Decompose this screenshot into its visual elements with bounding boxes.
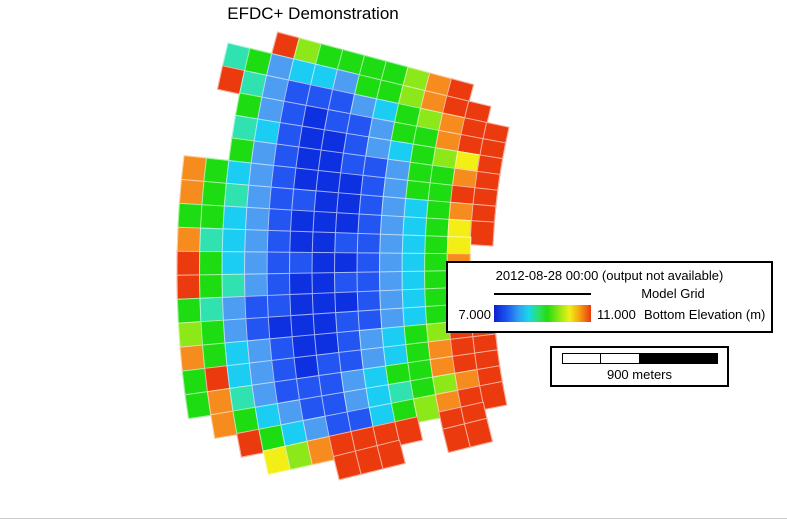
bottom-divider [0,518,787,519]
grid-cell [176,226,202,253]
scalebar-segment-white-2 [601,353,640,364]
grid-cell [199,273,224,300]
grid-cell [176,297,202,324]
model-grid-label: Model Grid [641,286,705,301]
scalebar-label: 900 meters [606,367,673,382]
plot-title: EFDC+ Demonstration [227,4,399,23]
colorbar-max-label: 11.000 [597,307,636,322]
colorbar-gradient [494,305,591,322]
grid-cell [176,250,201,277]
grid-cell [199,227,224,254]
grid-cell [177,202,203,230]
legend-panel[interactable]: 2012-08-28 00:00 (output not available) … [446,261,773,333]
grid-cell [176,274,201,300]
timestamp-label: 2012-08-28 00:00 (output not available) [495,268,724,283]
grid-cell [199,250,223,277]
colorbar-title: Bottom Elevation (m) [644,307,766,322]
scalebar-segment-black [640,353,718,364]
scalebar-segment-white-1 [562,353,601,364]
grid-cell [463,417,493,448]
model-grid-line-symbol [494,293,591,295]
scalebar-panel[interactable]: 900 meters [550,346,729,387]
grid-cell [469,220,495,247]
scalebar-bar [562,353,718,364]
colorbar-min-label: 7.000 [458,307,491,322]
